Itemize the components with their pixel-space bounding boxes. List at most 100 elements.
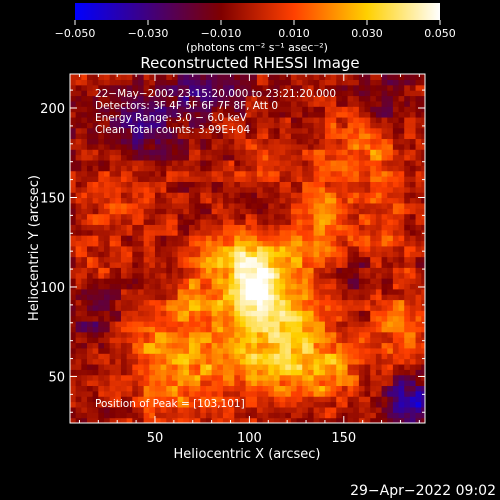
- heatmap-cell: [375, 385, 383, 392]
- heatmap-cell: [330, 363, 337, 370]
- heatmap-cell: [115, 224, 122, 231]
- heatmap-cell: [262, 380, 269, 387]
- heatmap-cell: [149, 320, 156, 327]
- heatmap-cell: [341, 385, 349, 392]
- heatmap-cell: [364, 138, 371, 145]
- heatmap-cell: [177, 84, 184, 91]
- heatmap-cell: [251, 127, 258, 134]
- heatmap-cell: [279, 181, 286, 188]
- heatmap-cell: [387, 310, 394, 317]
- heatmap-cell: [75, 278, 82, 284]
- heatmap-cell: [120, 288, 128, 295]
- heatmap-cell: [381, 84, 388, 91]
- heatmap-cell: [353, 406, 360, 413]
- heatmap-cell: [273, 380, 281, 387]
- heatmap-cell: [421, 197, 425, 204]
- heatmap-cell: [364, 315, 371, 322]
- heatmap-cell: [120, 299, 128, 306]
- heatmap-cell: [245, 390, 252, 397]
- heatmap-cell: [381, 267, 388, 274]
- heatmap-cell: [302, 143, 309, 150]
- heatmap-cell: [392, 342, 400, 349]
- heatmap-cell: [415, 186, 422, 193]
- heatmap-cell: [81, 143, 88, 150]
- heatmap-cell: [307, 197, 315, 204]
- heatmap-cell: [347, 294, 354, 301]
- heatmap-cell: [70, 181, 77, 188]
- heatmap-cell: [222, 347, 230, 354]
- heatmap-cell: [160, 406, 167, 413]
- heatmap-cell: [103, 401, 111, 408]
- heatmap-cell: [194, 337, 201, 344]
- heatmap-cell: [234, 272, 241, 279]
- heatmap-cell: [290, 165, 298, 172]
- heatmap-cell: [421, 310, 425, 317]
- heatmap-cell: [81, 202, 88, 209]
- heatmap-cell: [211, 331, 218, 338]
- heatmap-cell: [290, 369, 298, 376]
- heatmap-cell: [387, 79, 394, 86]
- heatmap-cell: [211, 337, 218, 344]
- heatmap-cell: [302, 138, 309, 145]
- heatmap-cell: [177, 353, 184, 360]
- heatmap-cell: [375, 176, 383, 182]
- heatmap-cell: [251, 133, 258, 140]
- heatmap-cell: [103, 90, 111, 97]
- heatmap-cell: [126, 251, 133, 258]
- heatmap-cell: [296, 337, 303, 344]
- heatmap-cell: [262, 363, 269, 370]
- heatmap-cell: [166, 385, 173, 392]
- heatmap-cell: [228, 106, 235, 113]
- heatmap-cell: [302, 208, 309, 215]
- heatmap-cell: [188, 192, 196, 199]
- heatmap-cell: [296, 90, 303, 97]
- heatmap-cell: [160, 116, 167, 123]
- heatmap-cell: [70, 202, 77, 209]
- x-axis-ticks: 50 100 150: [78, 74, 420, 446]
- heatmap-cell: [103, 176, 111, 182]
- heatmap-cell: [313, 417, 320, 423]
- heatmap-cell: [211, 272, 218, 279]
- heatmap-cell: [245, 256, 252, 263]
- heatmap-cell: [183, 390, 190, 397]
- heatmap-cell: [358, 154, 366, 161]
- heatmap-cell: [268, 170, 275, 177]
- heatmap-cell: [211, 213, 218, 220]
- heatmap-cell: [364, 401, 371, 408]
- heatmap-cell: [268, 331, 275, 338]
- heatmap-cell: [375, 272, 383, 279]
- heatmap-cell: [302, 256, 309, 263]
- heatmap-cell: [149, 122, 156, 129]
- heatmap-cell: [211, 197, 218, 204]
- heatmap-cell: [86, 138, 94, 145]
- heatmap-cell: [160, 353, 167, 360]
- heatmap-cell: [381, 374, 388, 381]
- heatmap-cell: [268, 218, 275, 225]
- heatmap-cell: [353, 256, 360, 263]
- heatmap-cell: [211, 79, 218, 86]
- heatmap-cell: [347, 100, 354, 107]
- heatmap-cell: [381, 133, 388, 140]
- heatmap-cell: [92, 406, 99, 413]
- heatmap-cell: [251, 208, 258, 215]
- heatmap-cell: [370, 149, 377, 156]
- heatmap-cell: [222, 181, 230, 188]
- heatmap-cell: [183, 138, 190, 145]
- heatmap-cell: [149, 170, 156, 177]
- heatmap-cell: [347, 288, 354, 295]
- heatmap-cell: [222, 406, 230, 413]
- heatmap-cell: [160, 149, 167, 156]
- heatmap-cell: [120, 213, 128, 220]
- heatmap-cell: [409, 374, 417, 381]
- heatmap-cell: [183, 315, 190, 322]
- heatmap-cell: [341, 363, 349, 370]
- heatmap-cell: [188, 380, 196, 387]
- heatmap-cell: [341, 256, 349, 263]
- heatmap-cell: [171, 401, 179, 408]
- heatmap-cell: [86, 369, 94, 376]
- heatmap-cell: [409, 331, 417, 338]
- heatmap-cell: [375, 358, 383, 365]
- heatmap-cell: [296, 197, 303, 204]
- heatmap-cell: [120, 240, 128, 247]
- heatmap-cell: [273, 406, 281, 413]
